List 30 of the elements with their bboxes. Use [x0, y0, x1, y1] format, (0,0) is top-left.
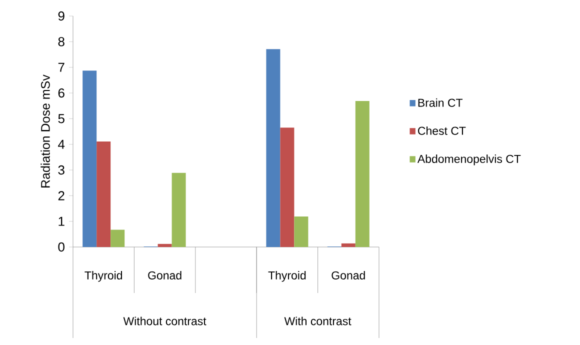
y-tick-label: 4 [58, 140, 65, 149]
bar [110, 230, 125, 247]
y-tick-label: 2 [58, 191, 64, 200]
legend-label: Brain CT [418, 98, 463, 107]
y-tick-label: 5 [58, 114, 64, 124]
bar [82, 70, 97, 247]
bar [280, 128, 294, 247]
x-tick-label: Thyroid [84, 271, 122, 282]
y-tick-label: 9 [58, 11, 64, 21]
y-axis-title: Radiation Dose mSv [40, 74, 50, 188]
x-tick-label: Gonad [148, 271, 182, 280]
text: With contrast [284, 316, 352, 326]
y-tick-label: 6 [58, 88, 64, 98]
bar [172, 172, 186, 247]
y-tick-label: 7 [58, 62, 64, 72]
x-tick-label: Thyroid [268, 271, 306, 282]
y-tick-label: 8 [58, 37, 64, 46]
bar [96, 142, 111, 247]
text: Without contrast [123, 316, 206, 326]
bar [355, 100, 370, 247]
x-tick-label: Gonad [332, 271, 365, 280]
bar [158, 244, 172, 247]
legend-label: Abdomenopelvis CT [417, 154, 521, 166]
bar [294, 216, 308, 247]
bar [341, 243, 356, 247]
y-tick-label: 3 [58, 165, 64, 175]
y-tick-label: 0 [58, 242, 64, 252]
y-tick-label: 1 [58, 216, 64, 226]
legend-label: Chest CT [418, 126, 466, 135]
bar [266, 49, 280, 247]
